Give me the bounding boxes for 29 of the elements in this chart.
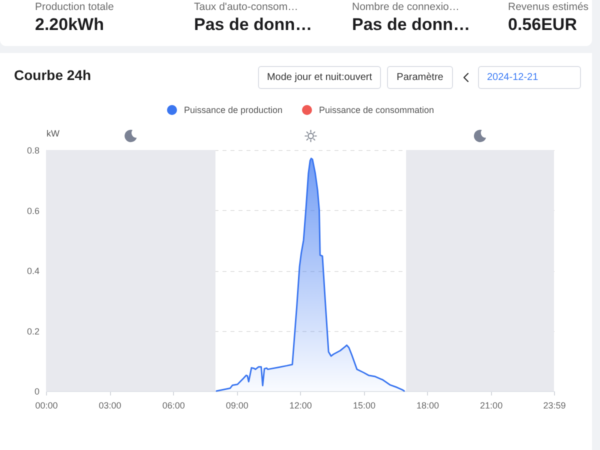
x-tick-label: 21:00 (480, 400, 503, 410)
y-tick-label: 0.2 (26, 326, 40, 336)
y-tick-label: 0.8 (26, 146, 40, 156)
x-tick-label: 12:00 (289, 400, 312, 410)
y-axis-title: kW (46, 128, 60, 138)
text: Revenus estimés (508, 1, 589, 13)
mode-button: Mode jour et nuit:ouvert (258, 66, 381, 89)
date-field: 2024-12-21 (478, 66, 581, 89)
text: Taux d'auto-consom… (194, 1, 300, 13)
text: 2.20kWh (35, 15, 105, 35)
y-tick-label: 0.6 (26, 206, 40, 216)
settings-button: Paramètre (387, 66, 453, 89)
x-tick-label: 09:00 (226, 400, 248, 410)
legend-label: Puissance de production (184, 105, 283, 115)
chart-title: Courbe 24h (14, 67, 92, 83)
text: Production totale (35, 1, 114, 13)
x-tick-label: 00:00 (35, 400, 58, 410)
legend-label: Puissance de consommation (319, 105, 434, 115)
x-tick-label: 18:00 (416, 400, 440, 410)
text: Pas de donn… (352, 15, 470, 35)
y-tick-label: 0 (34, 386, 40, 396)
text: Pas de donn… (194, 15, 312, 35)
x-tick-label: 06:00 (162, 400, 185, 410)
text: Nombre de connexio… (352, 1, 460, 13)
text: 0.56EUR (508, 15, 578, 35)
x-tick-label: 15:00 (352, 400, 376, 410)
x-tick-label: 23:59 (543, 400, 566, 410)
y-tick-label: 0.4 (26, 266, 40, 276)
x-tick-label: 03:00 (98, 400, 122, 410)
